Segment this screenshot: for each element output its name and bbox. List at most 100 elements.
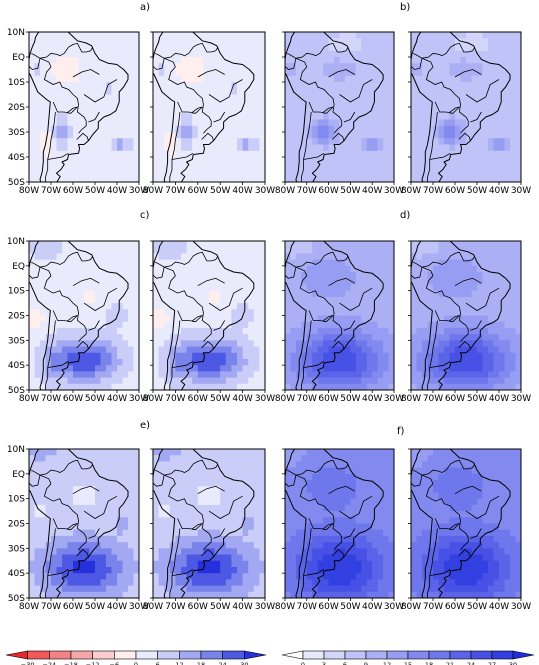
border-f-right-10	[454, 485, 482, 495]
lat-tick-e-left-0: 10N	[7, 445, 25, 455]
lon-tick-f-right-1: 70W	[423, 602, 443, 612]
border-a-left-10	[72, 69, 100, 78]
colorbar-sequential-label-8: 24	[467, 661, 475, 665]
border-a-left-3	[67, 106, 78, 114]
coastline-a-right	[153, 32, 255, 182]
colorbar-diverging-label-1: −24	[42, 661, 56, 665]
border-c-left-10	[72, 277, 100, 287]
border-e-left-1	[43, 483, 87, 550]
lon-tick-f-left-0: 80W	[275, 602, 295, 612]
map-panel-c-left: 80W 70W 60W 50W 40W 30W 10N EQ 10S 20S 30S 40S 50S	[7, 237, 149, 404]
colorbar-sequential-label-0: 0	[301, 661, 305, 665]
border-c-left-8	[47, 361, 69, 368]
border-c-right-3	[191, 315, 203, 323]
map-panel-d-left: 80W 70W 60W 50W 40W 30W	[275, 240, 404, 404]
colorbar-diverging-swatch-1	[27, 650, 50, 660]
map-panels: 80W 70W 60W 50W 40W 30W10NEQ10S20S30S40S50S80…	[7, 28, 531, 612]
border-c-left-3	[67, 315, 78, 323]
lon-tick-c-right-0: 80W	[143, 394, 163, 404]
colorbars: −30 −24 −18 −12 −6 0 6 12 18 24 30 0 3 6 9 12 15 18 21 24 27…	[5, 650, 535, 665]
border-c-right-0	[164, 251, 219, 268]
border-f-left-0	[295, 459, 349, 476]
coastline-d-right	[411, 241, 511, 390]
border-b-left-11	[343, 111, 356, 123]
border-b-left-9	[339, 79, 373, 103]
border-b-right-7	[421, 57, 434, 68]
border-f-left-3	[322, 523, 334, 531]
colorbar-diverging-swatch-8	[179, 650, 202, 660]
colorbar-diverging-label-3: −12	[86, 661, 100, 665]
border-f-right-0	[421, 459, 476, 476]
colorbar-sequential-swatch-10	[491, 650, 514, 660]
panel-labels: a) b) c) d) e) f)	[140, 2, 410, 437]
border-d-right-4	[427, 320, 438, 390]
lon-tick-b-left-1: 70W	[297, 186, 317, 196]
colorbar-sequential-swatch-6	[407, 650, 430, 660]
border-d-left-5	[332, 341, 345, 350]
border-e-right-8	[171, 569, 194, 576]
coastline-e-right	[153, 449, 255, 598]
border-f-right-4	[427, 528, 438, 598]
lon-tick-a-left-4: 40W	[107, 186, 127, 196]
lon-tick-e-right-5: 30W	[255, 602, 275, 612]
lon-tick-c-right-1: 70W	[165, 394, 185, 404]
lon-tick-f-right-2: 60W	[445, 602, 465, 612]
panel-label-c: c)	[140, 210, 149, 221]
lon-tick-c-right-2: 60W	[188, 394, 208, 404]
border-f-right-6	[411, 469, 423, 487]
lat-tick-c-left-6: 50S	[8, 386, 25, 396]
lon-tick-a-left-5: 30W	[129, 186, 149, 196]
coastline-d-left	[285, 241, 384, 390]
border-a-right-3	[191, 106, 203, 114]
border-e-left-3	[67, 523, 78, 531]
colorbar-diverging-label-8: 18	[197, 661, 205, 665]
border-f-right-5	[458, 549, 471, 558]
border-c-left-4	[45, 320, 56, 390]
lon-tick-d-left-5: 30W	[384, 394, 404, 404]
lat-tick-a-left-5: 40S	[8, 153, 25, 163]
border-e-right-0	[164, 459, 219, 476]
lon-tick-f-left-5: 30W	[384, 602, 404, 612]
lon-tick-e-left-3: 50W	[85, 602, 105, 612]
border-c-left-6	[29, 261, 41, 279]
border-e-left-4	[45, 528, 56, 598]
lon-tick-b-left-2: 60W	[318, 186, 338, 196]
map-panel-f-right: 80W 70W 60W 50W 40W 30W	[401, 448, 531, 612]
lat-tick-a-left-6: 50S	[8, 178, 25, 188]
border-a-right-5	[201, 132, 214, 141]
border-a-left-8	[47, 152, 69, 160]
border-d-right-8	[429, 361, 451, 368]
lon-tick-a-right-2: 60W	[188, 186, 208, 196]
lon-tick-c-left-3: 50W	[85, 394, 105, 404]
border-f-left-9	[339, 495, 373, 519]
lon-tick-e-right-2: 60W	[188, 602, 208, 612]
map-panel-a-left: 80W 70W 60W 50W 40W 30W 10N EQ 10S 20S 30S 40S 50S	[7, 28, 149, 196]
border-b-right-1	[425, 66, 469, 134]
border-c-left-1	[43, 275, 87, 342]
border-d-left-9	[339, 287, 373, 311]
lat-tick-e-left-6: 50S	[8, 594, 25, 604]
colorbar-diverging-swatch-10	[222, 650, 245, 660]
map-panel-f-left: 80W 70W 60W 50W 40W 30W	[275, 448, 404, 612]
lon-tick-d-right-1: 70W	[423, 394, 443, 404]
lon-tick-f-right-0: 80W	[401, 602, 421, 612]
border-b-right-2	[434, 101, 460, 113]
border-f-left-4	[300, 528, 312, 598]
border-b-right-6	[411, 52, 423, 70]
lon-tick-c-left-2: 60W	[63, 394, 83, 404]
lat-tick-a-left-0: 10N	[7, 28, 25, 38]
lon-tick-a-right-5: 30W	[255, 186, 275, 196]
border-f-left-7	[295, 474, 308, 484]
shading-f-right	[411, 449, 521, 598]
border-e-left-2	[52, 518, 78, 530]
colorbar-sequential-swatch-8	[449, 650, 472, 660]
border-a-left-9	[83, 79, 118, 103]
colorbar-diverging-label-0: −30	[21, 661, 35, 665]
border-f-right-9	[465, 495, 500, 519]
border-a-left-6	[29, 52, 41, 70]
border-d-left-8	[303, 361, 325, 368]
lon-tick-f-left-4: 40W	[362, 602, 382, 612]
colorbar-diverging: −30 −24 −18 −12 −6 0 6 12 18 24 30	[5, 650, 267, 665]
lon-tick-c-right-3: 50W	[210, 394, 230, 404]
lat-tick-e-left-1: EQ	[12, 470, 25, 480]
